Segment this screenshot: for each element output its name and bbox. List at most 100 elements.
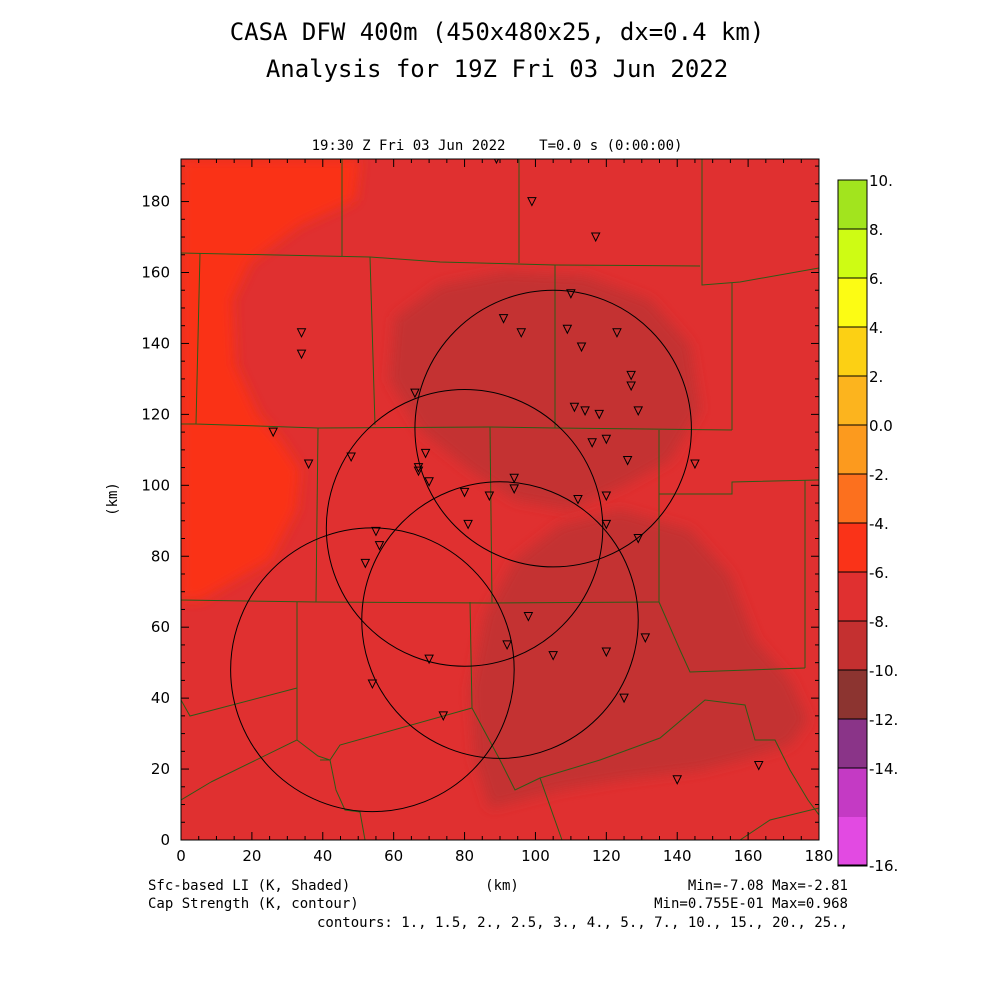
footer-contour-range: Min=0.755E-01 Max=0.968: [654, 896, 848, 912]
station-marker: [413, 466, 424, 477]
radar-ring: [414, 289, 692, 568]
y-tick-labels: 0 20 40 60 80 100 120 140 160 180: [141, 193, 170, 849]
colorbar-label: -8.: [869, 613, 889, 631]
warm-region: [181, 159, 360, 600]
station-marker: [509, 473, 519, 484]
x-tick-label: 20: [242, 847, 261, 865]
x-tick-labels: 0 20 40 60 80 100 120 140 160 180: [176, 847, 833, 865]
colorbar-label: -6.: [869, 564, 889, 582]
station-marker: [548, 651, 558, 661]
station-marker: [672, 775, 683, 785]
chart-subtitle: Analysis for 19Z Fri 03 Jun 2022: [266, 55, 728, 83]
y-tick-label: 100: [141, 476, 170, 494]
station-marker: [566, 289, 576, 299]
colorbar-label: -10.: [869, 662, 898, 680]
station-marker: [527, 197, 537, 207]
station-marker: [509, 484, 519, 494]
station-marker: [601, 647, 612, 658]
cool-region-north: [390, 272, 700, 510]
colorbar-swatch: [838, 768, 867, 817]
y-axis-label: (km): [105, 482, 121, 516]
station-marker: [459, 487, 470, 498]
station-marker: [690, 459, 700, 470]
y-tick-label: 20: [151, 760, 170, 778]
x-tick-label: 80: [455, 847, 474, 865]
colorbar-label: 8.: [869, 221, 883, 239]
station-marker: [633, 406, 644, 416]
x-tick-label: 180: [805, 847, 834, 865]
colorbar-label: 2.: [869, 368, 883, 386]
station-marker: [622, 455, 633, 466]
station-marker: [438, 711, 449, 721]
station-marker: [569, 402, 580, 413]
station-marker: [371, 526, 381, 537]
station-marker: [463, 519, 473, 530]
station-marker: [562, 324, 573, 335]
station-marker: [424, 477, 434, 487]
station-marker: [502, 640, 512, 651]
colorbar-swatch: [838, 278, 867, 327]
footer-contour-levels: contours: 1., 1.5, 2., 2.5, 3., 4., 5., …: [317, 915, 848, 931]
axis-ticks: [180, 159, 820, 841]
station-marker: [590, 232, 601, 243]
chart-title: CASA DFW 400m (450x480x25, dx=0.4 km): [230, 18, 765, 46]
y-tick-label: 60: [151, 618, 170, 636]
station-marker: [601, 434, 612, 445]
colorbar-label: -14.: [869, 760, 898, 778]
station-marker: [410, 388, 420, 399]
colorbar-label: -16.: [869, 857, 898, 875]
colorbar-label: -2.: [869, 466, 889, 484]
station-marker: [580, 406, 590, 416]
station-marker: [484, 491, 495, 502]
y-tick-label: 140: [141, 334, 170, 352]
station-marker: [303, 459, 314, 470]
y-tick-label: 40: [151, 689, 170, 707]
x-tick-label: 120: [592, 847, 621, 865]
station-marker: [640, 633, 651, 643]
station-marker: [601, 491, 612, 502]
station-marker: [296, 328, 307, 338]
station-marker: [753, 761, 764, 771]
y-tick-label: 120: [141, 405, 170, 423]
station-marker: [360, 558, 371, 569]
colorbar-swatch: [838, 474, 867, 523]
station-marker: [346, 452, 356, 463]
x-tick-label: 100: [521, 847, 550, 865]
station-marker: [424, 654, 434, 665]
x-tick-label: 0: [176, 847, 186, 865]
colorbar: 10. 8. 6. 4. 2. 0.0 -2. -4. -6. -8. -10. -12. -14. -1…: [837, 172, 898, 875]
colorbar-swatch: [838, 817, 867, 866]
station-marker: [516, 328, 527, 338]
station-marker: [626, 370, 636, 381]
colorbar-label: -12.: [869, 711, 898, 729]
station-marker: [296, 349, 307, 360]
station-marker: [633, 534, 644, 544]
x-tick-label: 40: [313, 847, 332, 865]
plot-time-label: 19:30 Z Fri 03 Jun 2022 T=0.0 s (0:00:00…: [312, 138, 683, 154]
y-tick-label: 80: [151, 547, 170, 565]
y-tick-label: 180: [141, 193, 170, 211]
station-marker: [626, 381, 636, 392]
plot-area: [181, 159, 819, 840]
colorbar-swatch: [838, 572, 867, 621]
radar-range-rings: [230, 289, 692, 813]
colorbar-swatch: [838, 425, 867, 474]
colorbar-label: 10.: [869, 172, 893, 190]
footer-contour-field: Cap Strength (K, contour): [148, 896, 359, 912]
county-boundaries: [181, 159, 819, 840]
colorbar-swatch: [838, 327, 867, 376]
x-tick-label: 160: [734, 847, 763, 865]
colorbar-swatch: [838, 670, 867, 719]
station-marker: [498, 314, 509, 324]
station-marker: [594, 409, 605, 420]
cool-region-south: [470, 510, 808, 808]
colorbar-label: 0.0: [869, 417, 893, 435]
y-tick-label: 0: [160, 831, 170, 849]
station-marker: [523, 612, 534, 622]
x-tick-label: 60: [384, 847, 403, 865]
station-marker: [367, 679, 378, 690]
colorbar-swatch: [838, 621, 867, 670]
station-marker: [420, 448, 431, 459]
footer-shaded-range: Min=-7.08 Max=-2.81: [688, 878, 848, 894]
